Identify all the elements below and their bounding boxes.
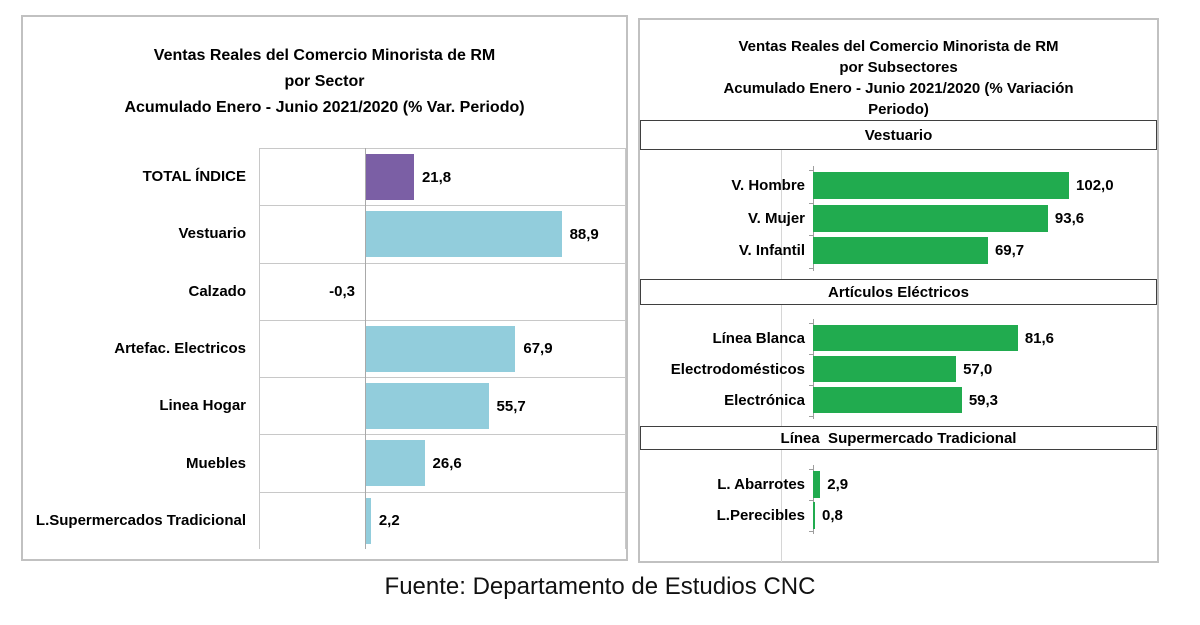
- chart-subsector-panel: Ventas Reales del Comercio Minorista de …: [638, 18, 1159, 563]
- axis-tick: [809, 354, 813, 355]
- category-label: Calzado: [188, 282, 246, 300]
- bar: [366, 440, 425, 487]
- chart-title-line: Acumulado Enero - Junio 2021/2020 (% Var…: [124, 99, 525, 116]
- category-label: V. Infantil: [738, 242, 805, 259]
- category-label: TOTAL ÍNDICE: [142, 168, 246, 186]
- category-label: Muebles: [185, 454, 246, 472]
- axis-tick: [809, 385, 813, 386]
- value-label: 2,9: [827, 476, 849, 493]
- sector-row: Linea Hogar 55,7: [23, 377, 626, 435]
- section-header: Artículos Eléctricos: [640, 279, 1157, 305]
- section-header: Línea Supermercado Tradicional: [640, 426, 1157, 450]
- chart-sector-panel: Ventas Reales del Comercio Minorista de …: [21, 15, 628, 561]
- axis-tick: [809, 323, 813, 324]
- bar: [813, 204, 1048, 232]
- chart-title-line: Periodo): [868, 101, 929, 118]
- value-label: 57,0: [963, 360, 993, 378]
- chart-title-line: Acumulado Enero - Junio 2021/2020 (% Var…: [723, 80, 1074, 97]
- axis-tick: [809, 416, 813, 417]
- category-label: V. Hombre: [731, 177, 805, 194]
- bar: [366, 325, 516, 372]
- plot-cell: 26,6: [259, 434, 626, 492]
- plot-cell: 67,9: [259, 319, 626, 378]
- axis-tick: [809, 235, 813, 236]
- plot-cell: -0,3: [259, 262, 626, 320]
- value-label: 0,8: [822, 507, 843, 524]
- category-label: Electrodomésticos: [670, 360, 805, 378]
- plot-area-border: [781, 305, 782, 426]
- section-header: Vestuario: [640, 120, 1157, 150]
- category-label: L. Abarrotes: [717, 476, 805, 493]
- plot-cell: 21,8: [259, 148, 626, 206]
- category-label: Línea Blanca: [712, 329, 805, 347]
- chart-sector-plot: TOTAL ÍNDICE 21,8 Vestuario 88,9 Calzado -0,3…: [23, 148, 626, 550]
- value-label: 26,6: [432, 454, 462, 472]
- category-label: Linea Hogar: [159, 397, 246, 415]
- value-label: 67,9: [523, 340, 553, 358]
- category-label: V. Mujer: [748, 209, 805, 227]
- sector-row: L.Supermercados Tradicional 2,2: [23, 491, 626, 550]
- axis-tick: [809, 469, 813, 470]
- plot-cell: 2,2: [259, 491, 626, 550]
- plot-cell: 55,7: [259, 377, 626, 435]
- value-label: 2,2: [378, 512, 400, 530]
- value-label: 81,6: [1024, 329, 1055, 347]
- sector-row: TOTAL ÍNDICE 21,8: [23, 148, 626, 206]
- value-label: 88,9: [569, 225, 599, 243]
- axis-tick: [809, 170, 813, 171]
- sector-row: Artefac. Electricos 67,9: [23, 319, 626, 378]
- value-axis-line: [813, 465, 814, 534]
- plot-area-border: [781, 450, 782, 562]
- section-plot: V. Hombre 102,0 V. Mujer 93,6 V. Infantil 69,…: [640, 150, 1157, 279]
- value-label: 59,3: [968, 391, 999, 409]
- axis-tick: [809, 531, 813, 532]
- section-plot: Línea Blanca 81,6 Electrodomésticos 57,0 Ele…: [640, 305, 1157, 426]
- value-label: 93,6: [1054, 209, 1085, 227]
- chart-title-line: por Sector: [284, 73, 365, 90]
- source-caption: Fuente: Departamento de Estudios CNC: [384, 573, 816, 600]
- plot-area-border: [781, 150, 782, 279]
- plot-cell: 88,9: [259, 205, 626, 263]
- chart-sector-title: Ventas Reales del Comercio Minorista de …: [23, 17, 626, 148]
- category-label: Vestuario: [178, 225, 246, 243]
- category-label: Artefac. Electricos: [114, 340, 246, 358]
- bar: [813, 172, 1070, 199]
- category-label: Electrónica: [724, 391, 805, 409]
- chart-title-line: Ventas Reales del Comercio Minorista de …: [153, 47, 496, 64]
- zero-axis-line: [365, 148, 366, 550]
- value-label: 102,0: [1076, 177, 1114, 194]
- bar: [813, 471, 821, 498]
- chart-title-line: Ventas Reales del Comercio Minorista de …: [738, 38, 1059, 55]
- sector-row: Muebles 26,6: [23, 434, 626, 492]
- section-plot: L. Abarrotes 2,9 L.Perecibles 0,8: [640, 450, 1157, 562]
- category-label: L.Supermercados Tradicional: [35, 511, 246, 529]
- bar: [813, 356, 957, 382]
- bar: [813, 237, 988, 264]
- value-label: 69,7: [994, 242, 1025, 259]
- bar: [813, 502, 815, 529]
- bar: [366, 154, 414, 200]
- bar: [366, 383, 489, 430]
- value-label: -0,3: [329, 283, 355, 301]
- chart-subsector-title: Ventas Reales del Comercio Minorista de …: [640, 20, 1157, 120]
- sector-row: Vestuario 88,9: [23, 205, 626, 263]
- chart-subsector-sections: Vestuario V. Hombre 102,0 V. Mujer 93,6 V. In…: [640, 120, 1157, 562]
- value-label: 55,7: [496, 397, 526, 415]
- bar: [366, 497, 371, 544]
- bar: [813, 325, 1018, 351]
- category-label: L.Perecibles: [716, 507, 805, 524]
- chart-title-line: por Subsectores: [839, 59, 958, 76]
- axis-tick: [809, 500, 813, 501]
- axis-tick: [809, 202, 813, 204]
- bar: [813, 387, 962, 413]
- sector-row: Calzado -0,3: [23, 262, 626, 320]
- bar: [366, 211, 562, 258]
- value-label: 21,8: [421, 168, 452, 186]
- axis-tick: [809, 267, 813, 269]
